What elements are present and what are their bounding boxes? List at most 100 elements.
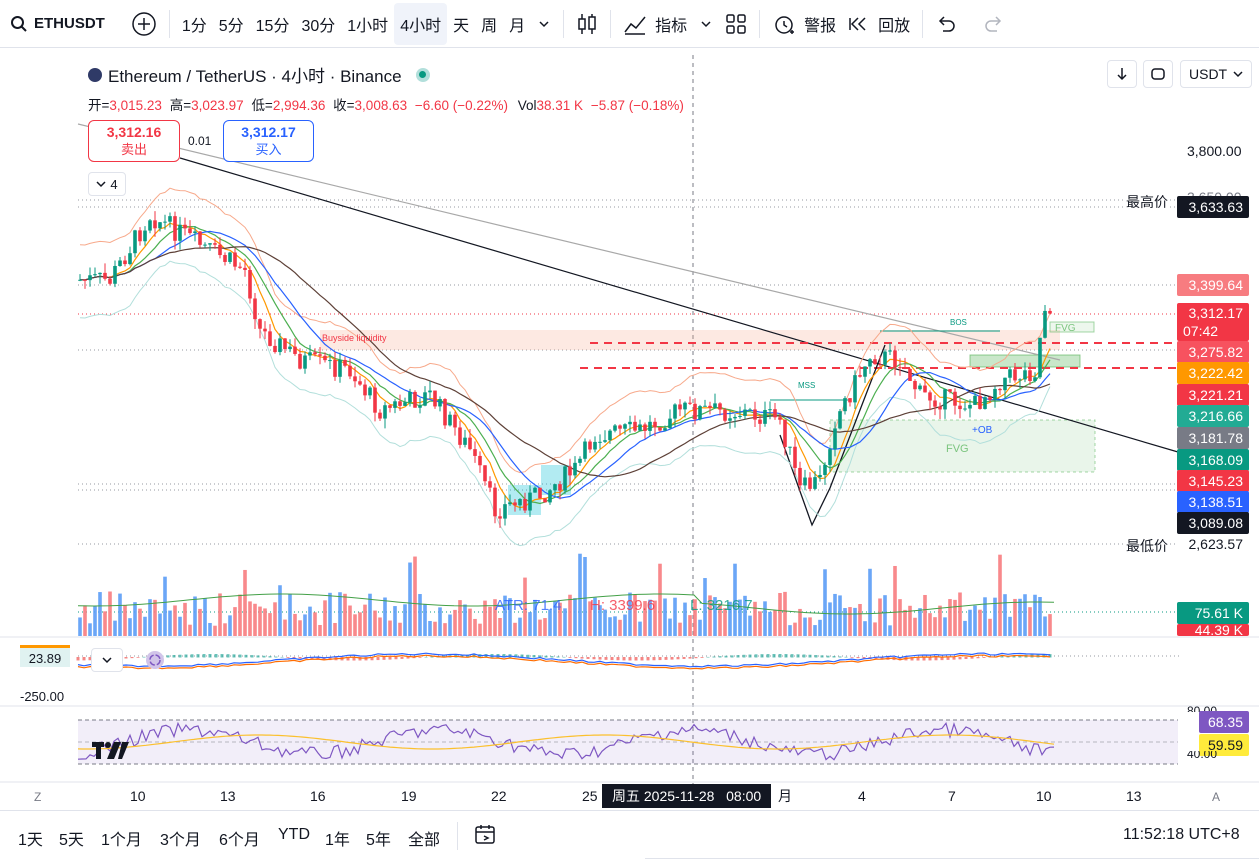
range-5d[interactable]: 5天 bbox=[59, 832, 84, 849]
trendline-grey[interactable] bbox=[77, 123, 1061, 361]
low-value: 2,994.36 bbox=[272, 98, 326, 113]
volume-bar bbox=[423, 603, 427, 636]
candles-icon bbox=[578, 13, 596, 34]
macd-histogram-bar bbox=[82, 657, 86, 661]
macd-histogram-bar bbox=[874, 657, 878, 660]
clock-label[interactable]: 11:52:18 UTC+8 bbox=[1123, 826, 1240, 843]
interval-5m[interactable]: 5分 bbox=[218, 17, 244, 35]
candle bbox=[418, 405, 422, 408]
candle bbox=[918, 385, 922, 390]
indicators-dropdown[interactable] bbox=[693, 3, 719, 45]
candle bbox=[153, 220, 157, 229]
chart-legend[interactable]: Ethereum / TetherUS · 4小时 · Binance bbox=[88, 62, 430, 87]
volume-bar bbox=[533, 599, 537, 636]
time-axis-a[interactable]: A bbox=[1212, 790, 1220, 804]
volume-bar bbox=[178, 616, 182, 636]
indicators-collapse-button[interactable]: 4 bbox=[88, 172, 126, 196]
range-1d[interactable]: 1天 bbox=[18, 832, 43, 849]
interval-1m[interactable]: 1分 bbox=[181, 17, 207, 35]
interval-1mo[interactable]: 月 bbox=[509, 17, 526, 35]
candle bbox=[563, 466, 567, 491]
macd-histogram-bar bbox=[256, 655, 260, 658]
volume-bar bbox=[108, 591, 112, 636]
interval-1w[interactable]: 周 bbox=[481, 17, 498, 35]
time-label: 13 bbox=[220, 788, 236, 804]
range-5y[interactable]: 5年 bbox=[366, 832, 391, 849]
interval-4h[interactable]: 4小时 bbox=[394, 2, 448, 45]
candle bbox=[993, 388, 997, 400]
volume-bar bbox=[148, 599, 152, 636]
volume-bar bbox=[113, 620, 117, 636]
macd-settings-icon[interactable] bbox=[146, 651, 164, 669]
candle bbox=[928, 392, 932, 401]
volume-bar bbox=[143, 616, 147, 636]
candle bbox=[283, 338, 287, 350]
interval-dropdown[interactable] bbox=[531, 3, 557, 45]
macd-histogram-bar bbox=[706, 656, 710, 658]
volume-bar bbox=[258, 606, 262, 636]
alarm-clock-icon bbox=[775, 15, 795, 34]
range-divider bbox=[457, 822, 458, 850]
candle bbox=[323, 355, 327, 361]
sell-price: 3,312.16 bbox=[106, 124, 162, 140]
trendline-main[interactable] bbox=[179, 157, 1179, 453]
time-axis-z[interactable]: Z bbox=[34, 790, 41, 804]
candle bbox=[393, 401, 397, 408]
replay-button[interactable]: 回放 bbox=[842, 3, 916, 45]
layouts-button[interactable] bbox=[719, 3, 753, 45]
interval-30m[interactable]: 30分 bbox=[301, 17, 336, 35]
candle bbox=[253, 298, 257, 320]
candle bbox=[98, 272, 102, 275]
compare-button[interactable] bbox=[125, 3, 163, 45]
macd-histogram-bar bbox=[982, 657, 986, 658]
volume-bar bbox=[188, 624, 192, 636]
close-value: 3,008.63 bbox=[354, 98, 408, 113]
chart-type-button[interactable] bbox=[570, 3, 604, 45]
symbol-search-button[interactable]: ETHUSDT bbox=[0, 3, 111, 45]
candle bbox=[773, 409, 777, 418]
range-all[interactable]: 全部 bbox=[408, 832, 441, 849]
macd-histogram-bar bbox=[124, 657, 128, 659]
volume-bar bbox=[493, 599, 497, 636]
time-label-partial: 月 bbox=[778, 788, 792, 804]
range-1m[interactable]: 1个月 bbox=[101, 832, 142, 849]
fullscreen-button[interactable] bbox=[1143, 60, 1173, 88]
volume-bar bbox=[788, 625, 792, 636]
candle bbox=[768, 409, 772, 411]
candle bbox=[1028, 370, 1032, 381]
redo-button[interactable] bbox=[977, 3, 1011, 45]
range-ytd[interactable]: YTD bbox=[278, 826, 310, 843]
vol-change-value: −5.87 (−0.18%) bbox=[590, 98, 684, 113]
indicators-button[interactable]: 指标 bbox=[617, 3, 693, 45]
interval-15m[interactable]: 15分 bbox=[255, 17, 290, 35]
goto-date-button[interactable] bbox=[474, 824, 498, 851]
macd-collapse-button[interactable] bbox=[91, 648, 123, 672]
range-3m[interactable]: 3个月 bbox=[160, 832, 201, 849]
range-6m[interactable]: 6个月 bbox=[219, 832, 260, 849]
volume-bar bbox=[403, 604, 407, 636]
buy-button[interactable]: 3,312.17 买入 bbox=[223, 120, 314, 162]
macd-histogram-bar bbox=[1048, 654, 1052, 658]
volume-bar bbox=[448, 614, 452, 636]
candle bbox=[933, 400, 937, 407]
download-button[interactable] bbox=[1107, 60, 1137, 88]
currency-select[interactable]: USDT bbox=[1180, 60, 1252, 88]
tradingview-logo[interactable] bbox=[92, 742, 129, 759]
alert-button[interactable]: 警报 bbox=[766, 3, 842, 45]
candle bbox=[643, 424, 647, 431]
volume-bar bbox=[373, 610, 377, 636]
candle bbox=[543, 498, 547, 503]
volume-ma-line bbox=[77, 593, 1055, 615]
interval-1d[interactable]: 天 bbox=[453, 17, 470, 35]
candle bbox=[348, 365, 352, 377]
interval-1h[interactable]: 1小时 bbox=[347, 17, 389, 35]
macd-histogram-bar bbox=[286, 657, 290, 658]
undo-button[interactable] bbox=[929, 3, 963, 45]
sell-button[interactable]: 3,312.16 卖出 bbox=[88, 120, 180, 162]
candle bbox=[978, 395, 982, 409]
volume-bar bbox=[948, 599, 952, 636]
candle bbox=[433, 390, 437, 407]
toolbar-divider bbox=[168, 9, 170, 38]
range-1y[interactable]: 1年 bbox=[325, 832, 350, 849]
